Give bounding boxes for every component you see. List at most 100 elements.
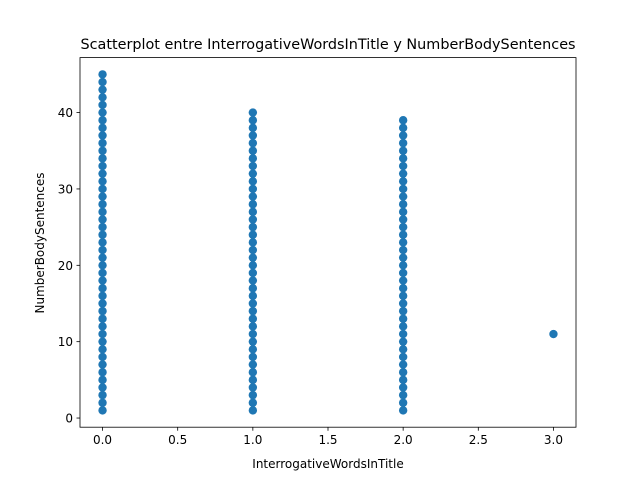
y-tick-label: 20	[58, 259, 73, 273]
point	[398, 154, 408, 163]
point	[248, 306, 258, 316]
point	[248, 284, 258, 293]
point	[98, 368, 107, 377]
point	[98, 352, 107, 362]
point	[98, 360, 107, 369]
point	[98, 138, 107, 148]
point	[98, 398, 107, 407]
point	[98, 268, 107, 278]
point	[248, 368, 258, 377]
point	[398, 169, 408, 178]
point	[98, 123, 107, 133]
point	[98, 245, 107, 255]
point	[398, 276, 408, 285]
point	[248, 238, 258, 247]
point	[98, 116, 107, 125]
point	[248, 215, 258, 224]
point	[248, 245, 258, 255]
y-tick-label: 10	[58, 335, 73, 349]
point	[398, 177, 408, 186]
point	[248, 138, 258, 148]
point	[248, 253, 258, 262]
point	[248, 207, 258, 217]
point	[98, 161, 107, 171]
point	[98, 215, 107, 224]
point	[248, 192, 258, 201]
point	[398, 245, 408, 255]
point	[398, 406, 408, 415]
point	[98, 146, 107, 155]
y-tick-label: 0	[65, 412, 73, 426]
point	[98, 322, 107, 331]
point	[98, 284, 107, 293]
point	[398, 375, 408, 385]
point	[398, 322, 408, 331]
point	[248, 398, 258, 407]
point	[98, 131, 107, 140]
point	[398, 284, 408, 293]
point	[248, 154, 258, 163]
point	[248, 184, 258, 194]
x-tick-label: 0.0	[93, 433, 112, 447]
point	[98, 169, 107, 178]
chart-title: Scatterplot entre InterrogativeWordsInTi…	[80, 37, 575, 53]
point	[398, 306, 408, 316]
point	[248, 177, 258, 186]
point	[398, 253, 408, 262]
point	[398, 131, 408, 140]
x-tick-label: 0.5	[168, 433, 187, 447]
point	[248, 291, 258, 301]
y-tick-label: 40	[58, 106, 73, 120]
point	[398, 360, 408, 369]
point	[98, 93, 107, 102]
point	[398, 390, 408, 400]
point	[98, 85, 107, 94]
point	[248, 375, 258, 385]
point	[248, 123, 258, 133]
point	[398, 192, 408, 201]
point	[98, 222, 107, 232]
point	[248, 329, 258, 339]
point	[248, 322, 258, 331]
point	[398, 398, 408, 407]
point	[398, 368, 408, 377]
point	[398, 291, 408, 301]
point	[398, 230, 408, 239]
point	[248, 108, 258, 117]
point	[98, 207, 107, 217]
point	[398, 200, 408, 209]
point	[398, 146, 408, 155]
point	[248, 360, 258, 369]
point	[98, 261, 107, 270]
point	[98, 375, 107, 385]
point	[98, 192, 107, 201]
point	[98, 383, 107, 392]
point	[248, 116, 258, 125]
point	[98, 406, 107, 415]
point	[248, 337, 258, 346]
point	[98, 314, 107, 323]
point	[98, 299, 107, 308]
point	[248, 345, 258, 354]
point	[398, 215, 408, 224]
y-axis-label: NumberBodySentences	[33, 172, 47, 313]
point	[98, 77, 107, 87]
point	[98, 154, 107, 163]
point	[98, 306, 107, 316]
point	[248, 131, 258, 140]
point	[98, 390, 107, 400]
point	[398, 299, 408, 308]
point	[248, 383, 258, 392]
point	[398, 161, 408, 171]
point	[398, 268, 408, 278]
point	[248, 352, 258, 362]
point	[98, 253, 107, 262]
point	[98, 70, 107, 79]
point	[398, 337, 408, 346]
point	[98, 276, 107, 285]
point	[398, 314, 408, 323]
point	[398, 207, 408, 217]
point	[248, 222, 258, 232]
y-tick-label: 30	[58, 182, 73, 196]
